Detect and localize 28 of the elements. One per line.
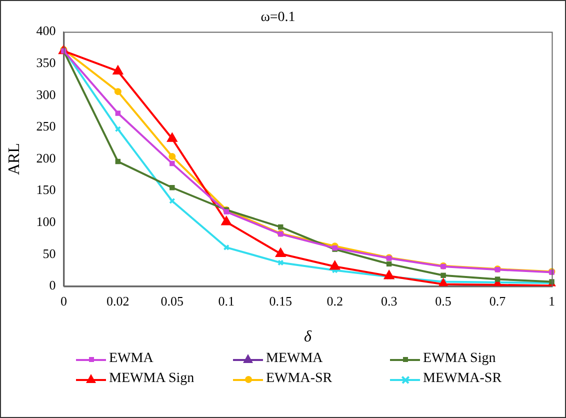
y-tick-label: 350 (36, 55, 56, 70)
y-tick-label: 200 (36, 150, 56, 166)
y-tick-label: 100 (36, 214, 56, 230)
y-tick-label: 250 (36, 118, 56, 134)
x-tick-label: 0.7 (489, 293, 506, 308)
x-tick-label: 0 (60, 293, 67, 308)
y-tick-label: 50 (42, 246, 56, 261)
legend-label: EWMA Sign (423, 351, 496, 367)
x-tick-label: 0.2 (326, 293, 343, 308)
legend-label: EWMA-SR (266, 371, 332, 387)
y-tick-label: 300 (36, 86, 56, 102)
y-tick-label: 150 (36, 182, 56, 198)
x-tick-label: 0.1 (218, 293, 235, 308)
chart-title: ω=0.1 (260, 10, 296, 26)
y-axis-title: ARL (6, 143, 23, 175)
legend-label: MEWMA Sign (109, 371, 194, 387)
x-tick-label: 0.15 (269, 293, 292, 308)
x-tick-label: 1 (548, 293, 555, 308)
x-tick-label: 0.02 (106, 293, 130, 308)
legend-label: MEWMA (266, 351, 323, 367)
y-tick-label: 400 (36, 23, 56, 38)
legend-label: MEWMA-SR (423, 371, 502, 387)
x-tick-label: 0.3 (380, 293, 398, 308)
y-tick-label: 0 (49, 278, 56, 293)
legend-label: EWMA (109, 351, 154, 367)
x-tick-label: 0.05 (160, 293, 184, 308)
x-tick-label: 0.5 (435, 293, 452, 308)
x-axis-title: δ (304, 328, 312, 346)
